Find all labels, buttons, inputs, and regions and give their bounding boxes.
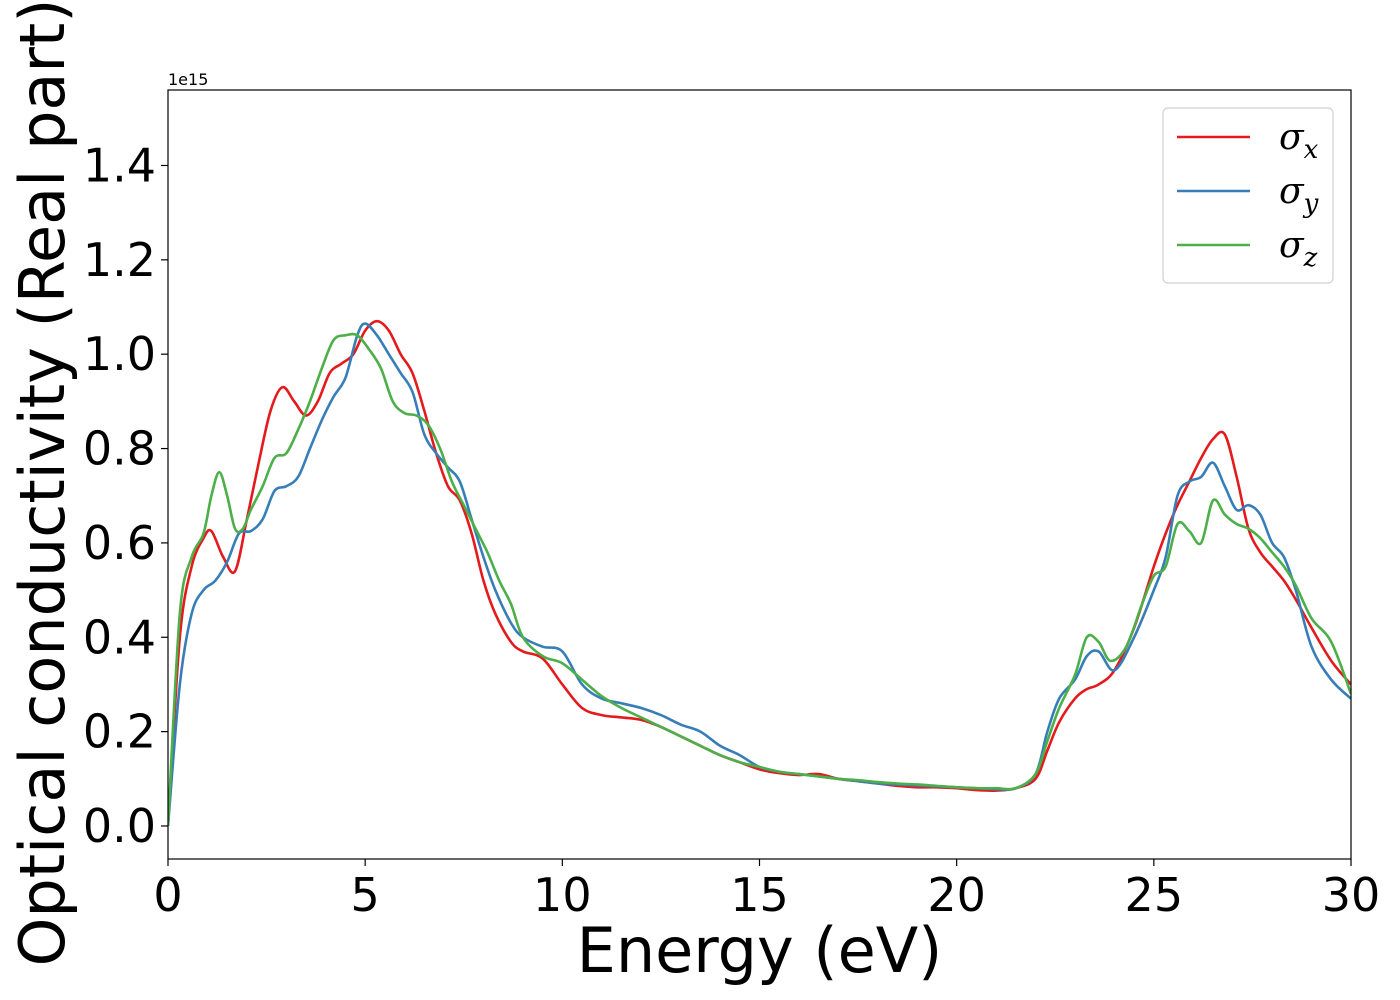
x-tick-label: 5 <box>351 868 380 922</box>
legend-box <box>1162 107 1334 284</box>
y-offset-text: 1e15 <box>168 70 208 89</box>
x-tick-label: 10 <box>533 868 592 922</box>
legend-label-x: σx <box>1279 117 1319 165</box>
x-axis-label: Energy (eV) <box>577 914 943 987</box>
y-axis-label: Optical conductivity (Real part) <box>6 0 79 966</box>
legend: σx σy σz <box>1162 107 1334 284</box>
y-axis-ticks: 0.0 0.2 0.4 0.6 0.8 1.0 1.2 1.4 <box>83 138 168 853</box>
x-tick-label: 15 <box>730 868 789 922</box>
y-tick-label: 0.2 <box>83 705 156 759</box>
x-tick-label: 30 <box>1322 868 1381 922</box>
y-tick-label: 1.0 <box>83 327 156 381</box>
y-tick-label: 0.8 <box>83 422 156 476</box>
x-axis-ticks: 0 5 10 15 20 25 30 <box>153 859 1380 922</box>
series-line-z <box>168 332 1351 827</box>
y-tick-label: 0.6 <box>83 516 156 570</box>
y-tick-label: 0.4 <box>83 610 156 664</box>
series-line-y <box>168 322 1351 827</box>
y-tick-label: 0.0 <box>83 799 156 853</box>
plot-area <box>167 89 1352 860</box>
legend-label-z: σz <box>1279 225 1318 273</box>
y-tick-label: 1.2 <box>83 233 156 287</box>
series-layer <box>168 319 1351 827</box>
x-tick-label: 0 <box>153 868 182 922</box>
y-tick-label: 1.4 <box>83 138 156 192</box>
x-tick-label: 25 <box>1125 868 1184 922</box>
legend-label-y: σy <box>1279 171 1319 219</box>
x-tick-label: 20 <box>927 868 986 922</box>
